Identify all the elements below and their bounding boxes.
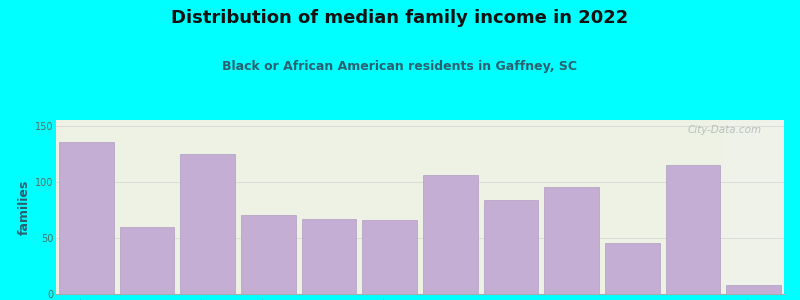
Text: Distribution of median family income in 2022: Distribution of median family income in … [171, 9, 629, 27]
Bar [666, 165, 720, 294]
Bar [605, 244, 660, 294]
Bar [180, 154, 235, 294]
Bar [241, 215, 296, 294]
Bar [726, 285, 781, 294]
Bar [120, 226, 174, 294]
Bar [302, 219, 356, 294]
Bar [423, 175, 478, 294]
Text: City-Data.com: City-Data.com [688, 125, 762, 135]
Bar [59, 142, 114, 294]
Text: Black or African American residents in Gaffney, SC: Black or African American residents in G… [222, 60, 578, 73]
Y-axis label: families: families [18, 179, 30, 235]
Bar [484, 200, 538, 294]
Bar [544, 188, 599, 294]
Bar [362, 220, 417, 294]
Bar [723, 120, 800, 294]
